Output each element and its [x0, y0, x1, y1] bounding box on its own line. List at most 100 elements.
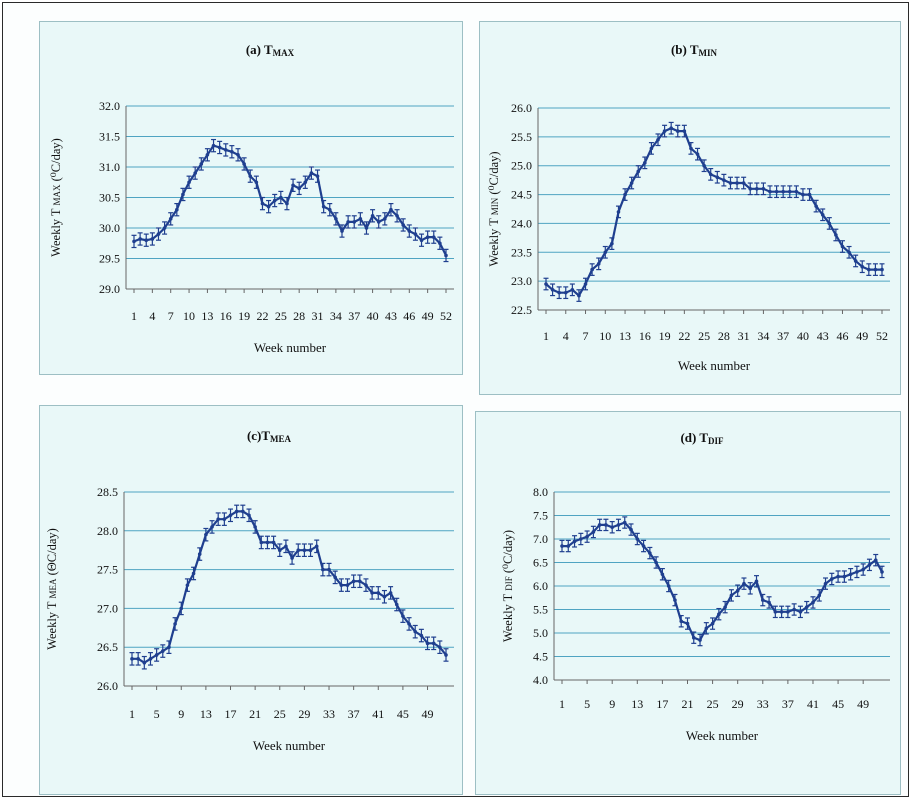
data-point: [352, 220, 357, 224]
y-tick-label: 4.0: [533, 673, 548, 687]
x-tick-label: 1: [543, 329, 549, 343]
x-tick-label: 52: [876, 329, 888, 343]
x-tick-label: 33: [757, 697, 769, 711]
data-point: [160, 649, 165, 653]
data-point: [136, 657, 140, 661]
data-point: [265, 540, 270, 545]
data-point: [167, 645, 171, 649]
data-point: [217, 145, 222, 150]
x-axis-title: Week number: [253, 738, 326, 753]
data-point: [610, 241, 614, 246]
data-point: [729, 593, 734, 598]
data-point: [413, 232, 418, 236]
data-point: [187, 180, 191, 185]
data-point: [296, 548, 301, 552]
data-point: [266, 204, 271, 209]
data-point: [685, 621, 690, 626]
data-point: [297, 186, 301, 191]
x-tick-label: 22: [678, 329, 690, 343]
data-point: [779, 610, 784, 614]
data-point: [285, 201, 289, 206]
data-point: [444, 253, 448, 258]
data-point: [376, 220, 381, 224]
x-tick-label: 17: [225, 707, 237, 721]
data-point: [236, 153, 240, 157]
y-tick-label: 24.0: [511, 216, 532, 230]
x-tick-label: 7: [168, 309, 174, 323]
data-point: [550, 288, 555, 292]
y-tick-label: 27.0: [97, 601, 118, 615]
x-tick-label: 13: [619, 329, 631, 343]
data-point: [290, 556, 294, 560]
data-point: [767, 600, 771, 605]
data-point: [431, 235, 436, 239]
chart-title: (b) TMIN: [671, 42, 718, 58]
x-axis-title: Week number: [686, 728, 759, 743]
data-point: [811, 600, 815, 605]
data-point: [798, 610, 803, 614]
data-point: [741, 181, 746, 185]
y-tick-label: 25.0: [511, 159, 532, 173]
data-point: [669, 126, 673, 130]
chart-panel-tmin: (b) TMIN 22.5 23.0 23.5 24.0 24.5 25.0 25.5 26.0…: [479, 21, 901, 395]
data-point: [259, 540, 264, 545]
data-point: [253, 525, 257, 529]
data-point: [314, 544, 319, 549]
chart-panel-tdif: (d) TDIF 4.0 4.5 5.0 5.5 6.0 6.5 7.0 7.5 8.0 1 5 9 13…: [475, 411, 901, 795]
data-point: [873, 267, 878, 272]
chart-title: (c)TMEA: [247, 428, 292, 444]
series-line: [133, 144, 447, 256]
data-point: [388, 591, 393, 595]
data-point: [708, 172, 713, 177]
data-point: [419, 633, 424, 638]
y-tick-label: 7.0: [533, 532, 548, 546]
x-tick-label: 52: [440, 309, 452, 323]
x-tick-label: 9: [609, 697, 615, 711]
data-point: [596, 262, 601, 266]
data-point: [817, 593, 822, 598]
data-point: [629, 181, 634, 185]
data-point: [557, 290, 561, 295]
x-tick-label: 9: [178, 707, 184, 721]
y-tick-label: 5.0: [533, 626, 548, 640]
x-tick-label: 28: [293, 309, 305, 323]
chart-panel-tmea: (c)TMEA 26.0 26.5 27.0 27.5 28.0 28.5 1 5 9 13 17 21…: [39, 405, 463, 795]
data-point: [223, 148, 228, 152]
data-point: [597, 523, 602, 527]
x-tick-label: 25: [707, 697, 719, 711]
y-tick-label: 23.5: [511, 245, 532, 259]
data-point: [570, 288, 575, 292]
x-tick-label: 28: [718, 329, 730, 343]
data-point: [383, 217, 387, 221]
x-tick-label: 13: [631, 697, 643, 711]
series-line: [545, 126, 882, 298]
series-line: [132, 510, 447, 665]
x-tick-label: 10: [599, 329, 611, 343]
x-tick-label: 16: [639, 329, 651, 343]
data-point: [649, 146, 654, 151]
data-point: [181, 192, 185, 197]
data-point: [722, 178, 726, 182]
data-point: [735, 181, 739, 185]
data-point: [673, 598, 677, 602]
data-point: [867, 267, 871, 272]
y-tick-label: 4.5: [533, 650, 548, 664]
data-point: [333, 575, 337, 580]
data-point: [327, 207, 332, 212]
data-point: [242, 162, 246, 166]
data-point: [748, 586, 753, 591]
x-tick-label: 49: [856, 329, 868, 343]
data-point: [827, 221, 832, 226]
data-point: [230, 149, 234, 154]
series-line: [562, 521, 883, 642]
data-point: [321, 567, 325, 572]
data-point: [801, 192, 805, 197]
y-tick-label: 8.0: [533, 485, 548, 499]
data-point: [199, 162, 204, 166]
data-point: [211, 143, 216, 148]
data-point: [717, 612, 721, 616]
x-tick-label: 49: [857, 697, 869, 711]
chart-tmea: (c)TMEA 26.0 26.5 27.0 27.5 28.0 28.5 1 5 9 13 17 21…: [45, 428, 454, 753]
data-point: [210, 525, 214, 529]
data-point: [364, 583, 368, 587]
